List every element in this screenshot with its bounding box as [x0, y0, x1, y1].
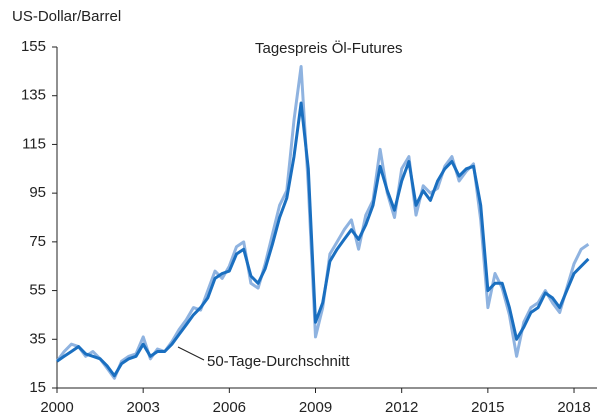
x-tick-label: 2012: [385, 399, 418, 416]
x-tick-label: 2009: [299, 399, 332, 416]
y-tick-label: 95: [29, 184, 46, 201]
annotation: Tagespreis Öl-Futures: [255, 39, 403, 57]
series-line: [55, 65, 590, 380]
y-axis-label: US-Dollar/Barrel: [12, 8, 121, 25]
annotation: 50-Tage-Durchschnitt: [207, 353, 350, 370]
series-line: [56, 101, 590, 378]
x-tick-label: 2018: [557, 399, 590, 416]
y-tick-label: 35: [29, 330, 46, 347]
x-tick-label: 2006: [213, 399, 246, 416]
leader-line: [177, 346, 205, 361]
y-tick-label: 155: [21, 38, 46, 55]
y-tick-label: 15: [29, 379, 46, 396]
x-tick-label: 2015: [471, 399, 504, 416]
x-tick-label: 2000: [40, 399, 73, 416]
y-tick-label: 55: [29, 282, 46, 299]
y-tick-label: 115: [22, 135, 46, 152]
y-tick-label: 75: [29, 233, 46, 250]
y-tick-label: 135: [21, 87, 46, 104]
x-tick-label: 2003: [126, 399, 159, 416]
